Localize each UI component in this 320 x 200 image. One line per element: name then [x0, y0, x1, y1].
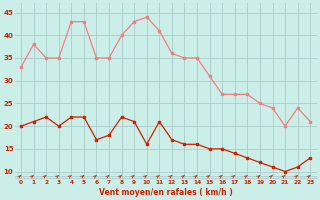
- X-axis label: Vent moyen/en rafales ( km/h ): Vent moyen/en rafales ( km/h ): [99, 188, 233, 197]
